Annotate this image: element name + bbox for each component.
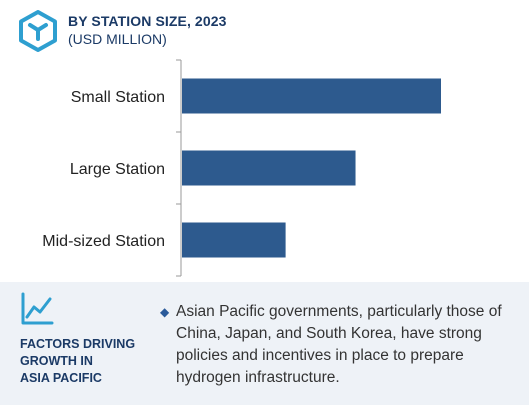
chart-header: BY STATION SIZE, 2023 (USD MILLION) <box>0 0 529 58</box>
factors-label: FACTORS DRIVING GROWTH IN ASIA PACIFIC <box>20 336 160 387</box>
growth-factors-panel: FACTORS DRIVING GROWTH IN ASIA PACIFIC ◆… <box>0 282 529 405</box>
category-label: Small Station <box>71 89 165 106</box>
line-chart-icon <box>21 292 54 325</box>
chart-title: BY STATION SIZE, 2023 <box>68 13 227 29</box>
diamond-bullet-icon: ◆ <box>160 305 170 319</box>
bar-small-station <box>182 78 441 114</box>
hexagon-logo-icon <box>19 10 57 52</box>
category-label: Large Station <box>70 161 165 178</box>
bar-large-station <box>182 150 356 186</box>
bar-chart: Small Station Large Station Mid-sized Stat… <box>42 59 441 277</box>
factors-label-line: FACTORS DRIVING <box>20 337 136 351</box>
category-label: Mid-sized Station <box>42 233 165 250</box>
chart-subtitle: (USD MILLION) <box>68 31 167 47</box>
factor-description: Asian Pacific governments, particularly … <box>176 303 502 386</box>
factors-label-line: ASIA PACIFIC <box>20 371 102 385</box>
factors-label-line: GROWTH IN <box>20 354 93 368</box>
bar-mid-sized-station <box>182 222 286 258</box>
